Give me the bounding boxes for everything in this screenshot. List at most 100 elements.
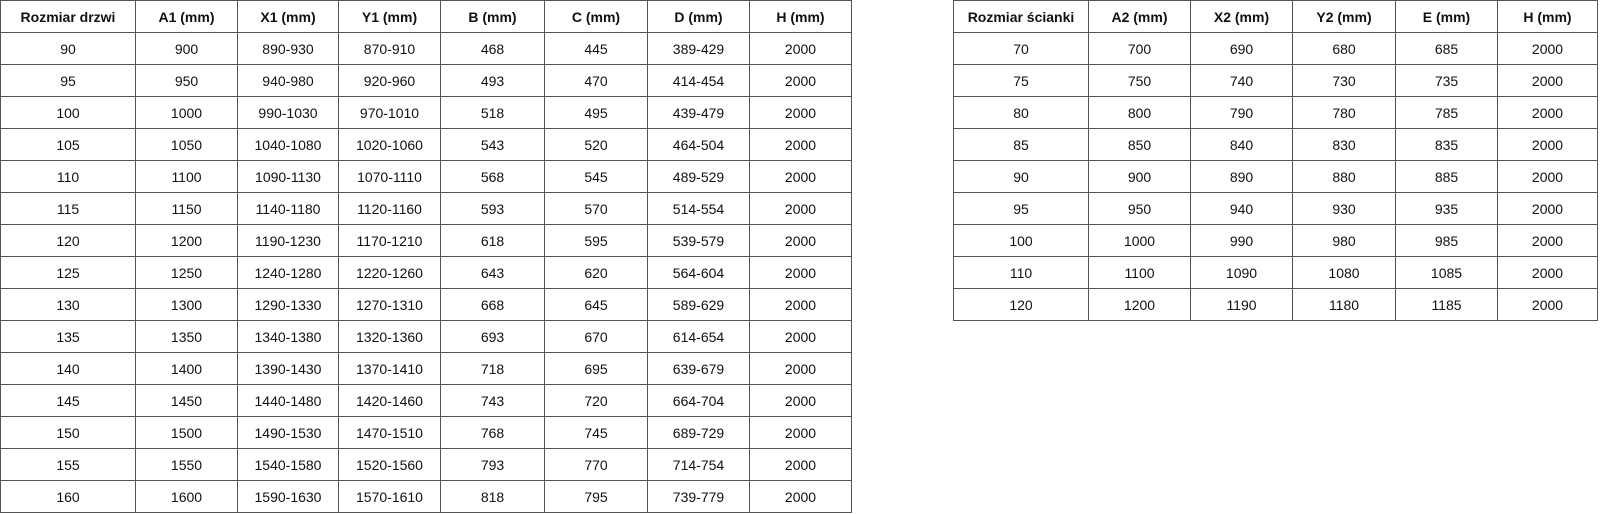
table-cell: 1200 bbox=[1088, 288, 1191, 321]
table-cell: 1390-1430 bbox=[237, 352, 339, 385]
table-cell: 690 bbox=[1190, 32, 1293, 65]
table-cell: 750 bbox=[1088, 64, 1191, 97]
table-cell: 1340-1380 bbox=[237, 320, 339, 353]
table-cell: 620 bbox=[544, 256, 648, 289]
table-cell: 739-779 bbox=[647, 480, 750, 513]
table-cell: 90 bbox=[0, 32, 136, 65]
table-cell: 940-980 bbox=[237, 64, 339, 97]
table-cell: 1120-1160 bbox=[338, 192, 441, 225]
table-cell: 120 bbox=[953, 288, 1089, 321]
column-header: C (mm) bbox=[544, 0, 648, 33]
table-cell: 770 bbox=[544, 448, 648, 481]
table-cell: 85 bbox=[953, 128, 1089, 161]
table-cell: 2000 bbox=[1497, 64, 1598, 97]
table-cell: 670 bbox=[544, 320, 648, 353]
table-cell: 689-729 bbox=[647, 416, 750, 449]
table-cell: 880 bbox=[1292, 160, 1396, 193]
table-cell: 1600 bbox=[135, 480, 238, 513]
table-cell: 1550 bbox=[135, 448, 238, 481]
table-cell: 785 bbox=[1395, 96, 1498, 129]
table-cell: 414-454 bbox=[647, 64, 750, 97]
table-row: 110 1100 1090-1130 1070-1110 568 545 489-529 20… bbox=[0, 160, 852, 193]
table-cell: 745 bbox=[544, 416, 648, 449]
table-cell: 668 bbox=[440, 288, 545, 321]
table-cell: 985 bbox=[1395, 224, 1498, 257]
table-cell: 1190 bbox=[1190, 288, 1293, 321]
table-cell: 95 bbox=[953, 192, 1089, 225]
table-cell: 495 bbox=[544, 96, 648, 129]
table-cell: 145 bbox=[0, 384, 136, 417]
table-cell: 1400 bbox=[135, 352, 238, 385]
table-cell: 1420-1460 bbox=[338, 384, 441, 417]
table-cell: 593 bbox=[440, 192, 545, 225]
table-row: 90 900 890-930 870-910 468 445 389-429 2000 bbox=[0, 32, 852, 65]
table-cell: 935 bbox=[1395, 192, 1498, 225]
table-cell: 1085 bbox=[1395, 256, 1498, 289]
table-cell: 1490-1530 bbox=[237, 416, 339, 449]
table-cell: 900 bbox=[135, 32, 238, 65]
table-cell: 1300 bbox=[135, 288, 238, 321]
table-cell: 160 bbox=[0, 480, 136, 513]
table-cell: 2000 bbox=[749, 64, 852, 97]
table-cell: 1200 bbox=[135, 224, 238, 257]
table-cell: 2000 bbox=[749, 192, 852, 225]
wall-size-table: Rozmiar ścianki A2 (mm) X2 (mm) Y2 (mm) E (m… bbox=[953, 0, 1598, 321]
table-cell: 890 bbox=[1190, 160, 1293, 193]
table-cell: 1140-1180 bbox=[237, 192, 339, 225]
table-cell: 614-654 bbox=[647, 320, 750, 353]
table-cell: 570 bbox=[544, 192, 648, 225]
header-row: Rozmiar drzwi A1 (mm) X1 (mm) Y1 (mm) B (mm)… bbox=[0, 0, 852, 33]
table-row: 75 750 740 730 735 2000 bbox=[953, 64, 1598, 97]
table-cell: 718 bbox=[440, 352, 545, 385]
table-cell: 940 bbox=[1190, 192, 1293, 225]
table-cell: 740 bbox=[1190, 64, 1293, 97]
table-cell: 735 bbox=[1395, 64, 1498, 97]
table-cell: 545 bbox=[544, 160, 648, 193]
table-row: 160 1600 1590-1630 1570-1610 818 795 739-779 20… bbox=[0, 480, 852, 513]
table-cell: 930 bbox=[1292, 192, 1396, 225]
table-cell: 980 bbox=[1292, 224, 1396, 257]
table-cell: 518 bbox=[440, 96, 545, 129]
table-cell: 818 bbox=[440, 480, 545, 513]
header-row: Rozmiar ścianki A2 (mm) X2 (mm) Y2 (mm) E (m… bbox=[953, 0, 1598, 33]
table-cell: 1040-1080 bbox=[237, 128, 339, 161]
table-cell: 990-1030 bbox=[237, 96, 339, 129]
table-cell: 870-910 bbox=[338, 32, 441, 65]
table-cell: 900 bbox=[1088, 160, 1191, 193]
table-row: 90 900 890 880 885 2000 bbox=[953, 160, 1598, 193]
table-cell: 2000 bbox=[749, 416, 852, 449]
table-row: 80 800 790 780 785 2000 bbox=[953, 96, 1598, 129]
table-row: 100 1000 990 980 985 2000 bbox=[953, 224, 1598, 257]
table-cell: 768 bbox=[440, 416, 545, 449]
table-cell: 155 bbox=[0, 448, 136, 481]
table-cell: 835 bbox=[1395, 128, 1498, 161]
table-row: 115 1150 1140-1180 1120-1160 593 570 514-554 20… bbox=[0, 192, 852, 225]
table-cell: 464-504 bbox=[647, 128, 750, 161]
table-cell: 1190-1230 bbox=[237, 224, 339, 257]
table-cell: 1000 bbox=[135, 96, 238, 129]
column-header: E (mm) bbox=[1395, 0, 1498, 33]
table-cell: 110 bbox=[953, 256, 1089, 289]
column-header: Rozmiar drzwi bbox=[0, 0, 136, 33]
table-row: 70 700 690 680 685 2000 bbox=[953, 32, 1598, 65]
table-cell: 595 bbox=[544, 224, 648, 257]
table-cell: 700 bbox=[1088, 32, 1191, 65]
table-cell: 1000 bbox=[1088, 224, 1191, 257]
table-cell: 693 bbox=[440, 320, 545, 353]
table-cell: 645 bbox=[544, 288, 648, 321]
table-cell: 850 bbox=[1088, 128, 1191, 161]
table-cell: 389-429 bbox=[647, 32, 750, 65]
table-cell: 950 bbox=[135, 64, 238, 97]
table-cell: 1350 bbox=[135, 320, 238, 353]
table-cell: 493 bbox=[440, 64, 545, 97]
table-cell: 539-579 bbox=[647, 224, 750, 257]
table-cell: 2000 bbox=[1497, 96, 1598, 129]
table-cell: 2000 bbox=[1497, 128, 1598, 161]
table-row: 140 1400 1390-1430 1370-1410 718 695 639-679 20… bbox=[0, 352, 852, 385]
table-cell: 135 bbox=[0, 320, 136, 353]
table-cell: 1220-1260 bbox=[338, 256, 441, 289]
table-cell: 1170-1210 bbox=[338, 224, 441, 257]
table-cell: 1270-1310 bbox=[338, 288, 441, 321]
table-cell: 564-604 bbox=[647, 256, 750, 289]
table-cell: 920-960 bbox=[338, 64, 441, 97]
